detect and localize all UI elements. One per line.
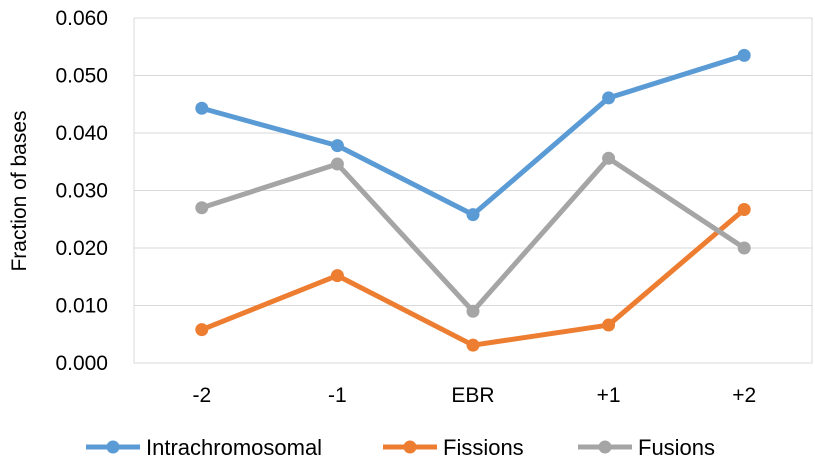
plot-area-border bbox=[133, 17, 813, 364]
y-tick-label: 0.000 bbox=[55, 352, 108, 375]
data-point bbox=[737, 241, 751, 255]
legend: Intrachromosomal Fissions Fusions bbox=[86, 435, 715, 460]
data-point bbox=[737, 48, 751, 62]
data-point bbox=[195, 101, 209, 115]
legend-label: Fissions bbox=[443, 435, 524, 460]
data-point bbox=[466, 208, 480, 222]
y-axis-tick-labels: 0.000 0.010 0.020 0.030 0.040 0.050 0.060 bbox=[55, 7, 108, 375]
y-tick-label: 0.020 bbox=[55, 237, 108, 260]
y-tick-label: 0.030 bbox=[55, 180, 108, 203]
data-point bbox=[737, 202, 751, 216]
legend-marker bbox=[403, 440, 417, 454]
data-point bbox=[602, 151, 616, 165]
series-line bbox=[199, 155, 747, 314]
data-point bbox=[602, 91, 616, 105]
series-fissions bbox=[195, 202, 751, 352]
y-tick-label: 0.010 bbox=[55, 295, 108, 318]
data-point bbox=[195, 323, 209, 337]
series-intrachromosomal bbox=[195, 48, 751, 222]
y-tick-label: 0.040 bbox=[55, 122, 108, 145]
y-tick-label: 0.050 bbox=[55, 65, 108, 88]
data-point bbox=[195, 201, 209, 215]
data-point bbox=[602, 318, 616, 332]
x-tick-label: +1 bbox=[597, 384, 621, 407]
x-tick-label: EBR bbox=[451, 384, 494, 407]
legend-item: Fusions bbox=[578, 435, 715, 460]
series-layer bbox=[195, 48, 751, 352]
x-tick-label: +2 bbox=[732, 384, 756, 407]
x-tick-label: -1 bbox=[328, 384, 347, 407]
y-tick-label: 0.060 bbox=[55, 7, 108, 30]
legend-marker bbox=[106, 440, 120, 454]
series-line bbox=[199, 206, 747, 348]
data-point bbox=[330, 157, 344, 171]
data-point bbox=[466, 304, 480, 318]
legend-item: Intrachromosomal bbox=[86, 435, 322, 460]
legend-marker bbox=[598, 440, 612, 454]
x-axis-tick-labels: -2 -1 EBR +1 +2 bbox=[192, 384, 756, 407]
legend-label: Fusions bbox=[638, 435, 715, 460]
x-tick-label: -2 bbox=[192, 384, 211, 407]
data-point bbox=[330, 269, 344, 283]
data-point bbox=[330, 139, 344, 153]
data-point bbox=[466, 338, 480, 352]
y-axis-title: Fraction of bases bbox=[8, 110, 31, 271]
legend-label: Intrachromosomal bbox=[146, 435, 322, 460]
legend-item: Fissions bbox=[383, 435, 524, 460]
series-fusions bbox=[195, 151, 751, 318]
